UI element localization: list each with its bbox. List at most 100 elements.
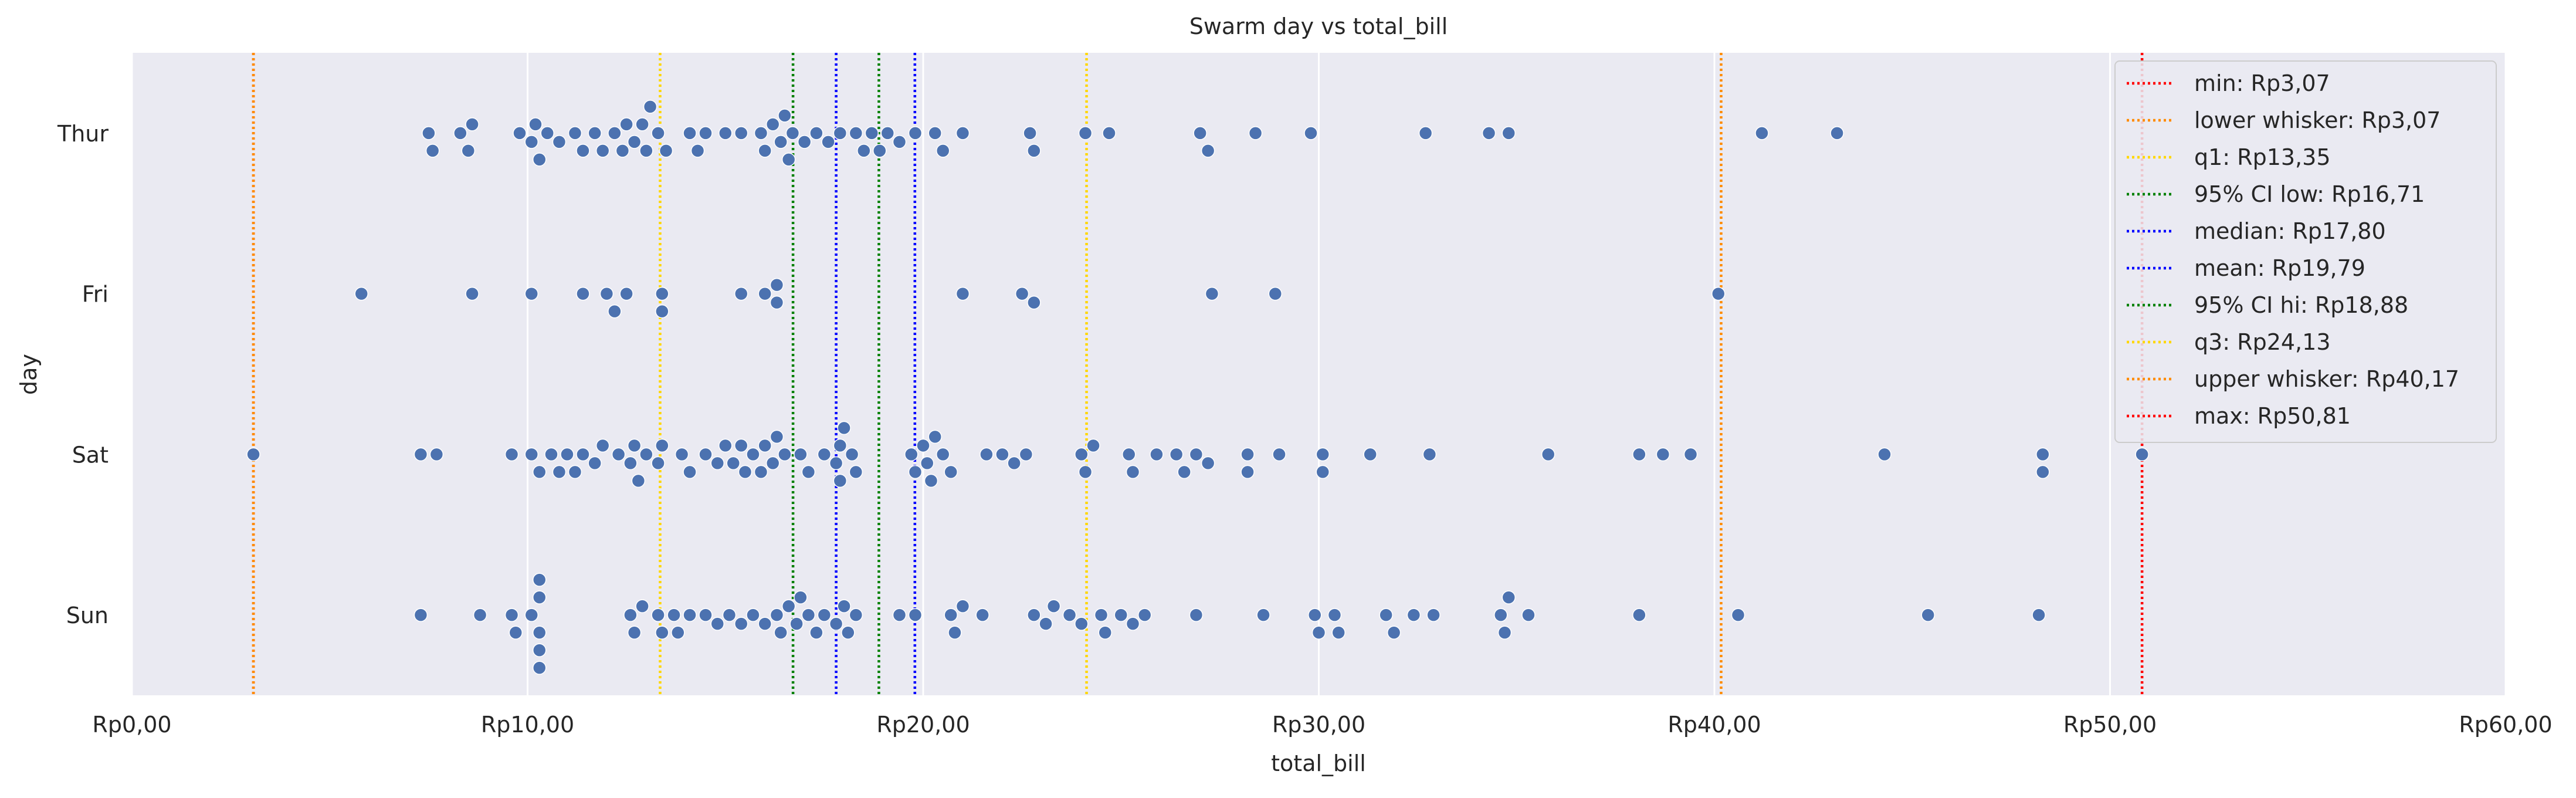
point-thur-30 — [758, 144, 772, 158]
point-sun-23 — [758, 617, 772, 631]
point-sun-10 — [623, 608, 638, 622]
point-sat-23 — [710, 456, 725, 471]
point-sat-39 — [833, 474, 848, 488]
point-sat-36 — [817, 447, 832, 462]
point-sat-2 — [429, 447, 444, 462]
legend-label-0: min: Rp3,07 — [2194, 70, 2330, 96]
point-sat-68 — [1316, 447, 1330, 462]
point-sun-63 — [1497, 625, 1512, 640]
y-axis-ticks: Thur Fri Sat Sun — [57, 121, 109, 628]
point-sat-60 — [1150, 447, 1164, 462]
point-sat-37 — [829, 456, 843, 471]
point-sun-17 — [683, 608, 697, 622]
point-sat-21 — [683, 465, 697, 479]
point-thur-53 — [1102, 126, 1116, 140]
point-sat-15 — [627, 438, 642, 453]
point-thur-13 — [588, 126, 602, 140]
point-sat-57 — [1086, 438, 1100, 453]
legend-label-4: median: Rp17,80 — [2194, 218, 2386, 244]
point-thur-55 — [1201, 144, 1215, 158]
point-sat-34 — [794, 447, 808, 462]
point-sat-28 — [746, 447, 760, 462]
point-fri-6 — [619, 286, 633, 301]
point-sat-29 — [754, 465, 768, 479]
point-thur-45 — [892, 135, 907, 149]
point-sat-76 — [1877, 447, 1892, 462]
point-sat-7 — [552, 465, 567, 479]
point-sun-67 — [1731, 608, 1745, 622]
point-sat-0 — [246, 447, 260, 462]
point-thur-0 — [422, 126, 436, 140]
point-sat-6 — [544, 447, 558, 462]
point-sat-69 — [1316, 465, 1330, 479]
point-sun-47 — [1094, 608, 1109, 622]
point-sat-4 — [524, 447, 538, 462]
point-sun-51 — [1137, 608, 1152, 622]
point-sun-38 — [944, 608, 958, 622]
point-thur-1 — [425, 144, 440, 158]
point-sat-47 — [924, 474, 938, 488]
point-sat-19 — [655, 438, 669, 453]
legend-label-5: mean: Rp19,79 — [2194, 255, 2365, 281]
point-sun-56 — [1327, 608, 1342, 622]
point-sun-15 — [667, 608, 681, 622]
point-thur-12 — [576, 144, 590, 158]
point-thur-39 — [833, 126, 848, 140]
point-sun-35 — [849, 608, 863, 622]
point-sun-55 — [1311, 625, 1326, 640]
point-sat-59 — [1126, 465, 1140, 479]
point-thur-25 — [690, 144, 705, 158]
point-sat-26 — [734, 438, 748, 453]
point-sun-66 — [1632, 608, 1646, 622]
point-sat-73 — [1632, 447, 1646, 462]
point-thur-4 — [465, 117, 479, 131]
point-thur-54 — [1193, 126, 1207, 140]
point-thur-61 — [1755, 126, 1769, 140]
legend: min: Rp3,07 lower whisker: Rp3,07 q1: Rp13… — [2114, 60, 2497, 443]
point-fri-14 — [1015, 286, 1029, 301]
point-sun-18 — [699, 608, 713, 622]
point-sun-5 — [532, 625, 547, 640]
point-thur-49 — [955, 126, 970, 140]
point-thur-3 — [461, 144, 476, 158]
point-sun-31 — [817, 608, 832, 622]
point-sun-58 — [1379, 608, 1393, 622]
point-thur-16 — [615, 144, 630, 158]
point-sun-43 — [1039, 617, 1053, 631]
point-sat-72 — [1541, 447, 1555, 462]
point-sun-45 — [1062, 608, 1077, 622]
point-sat-24 — [718, 438, 733, 453]
point-sun-68 — [1921, 608, 1935, 622]
point-sun-57 — [1331, 625, 1345, 640]
point-sat-9 — [568, 465, 582, 479]
point-sat-18 — [651, 456, 665, 471]
point-sun-59 — [1387, 625, 1401, 640]
point-sun-6 — [532, 590, 547, 604]
point-sat-77 — [2036, 447, 2050, 462]
point-sat-13 — [611, 447, 626, 462]
point-sat-54 — [1019, 447, 1033, 462]
point-thur-5 — [513, 126, 527, 140]
point-sat-48 — [928, 430, 942, 444]
point-sat-17 — [639, 447, 653, 462]
point-sat-38 — [833, 438, 848, 453]
point-sun-65 — [1521, 608, 1536, 622]
point-thur-2 — [453, 126, 467, 140]
point-thur-18 — [627, 135, 642, 149]
point-sun-28 — [794, 590, 808, 604]
point-sat-8 — [560, 447, 574, 462]
point-thur-43 — [873, 144, 887, 158]
point-sun-32 — [829, 617, 843, 631]
point-sun-1 — [473, 608, 487, 622]
point-sun-19 — [710, 617, 725, 631]
point-sat-78 — [2036, 465, 2050, 479]
point-fri-3 — [576, 286, 590, 301]
point-fri-8 — [655, 304, 669, 319]
point-sat-16 — [631, 474, 646, 488]
point-thur-33 — [778, 109, 792, 123]
point-fri-12 — [770, 278, 784, 292]
chart-title: Swarm day vs total_bill — [1189, 13, 1448, 39]
point-sun-69 — [2032, 608, 2046, 622]
point-sat-22 — [699, 447, 713, 462]
point-thur-6 — [524, 135, 538, 149]
